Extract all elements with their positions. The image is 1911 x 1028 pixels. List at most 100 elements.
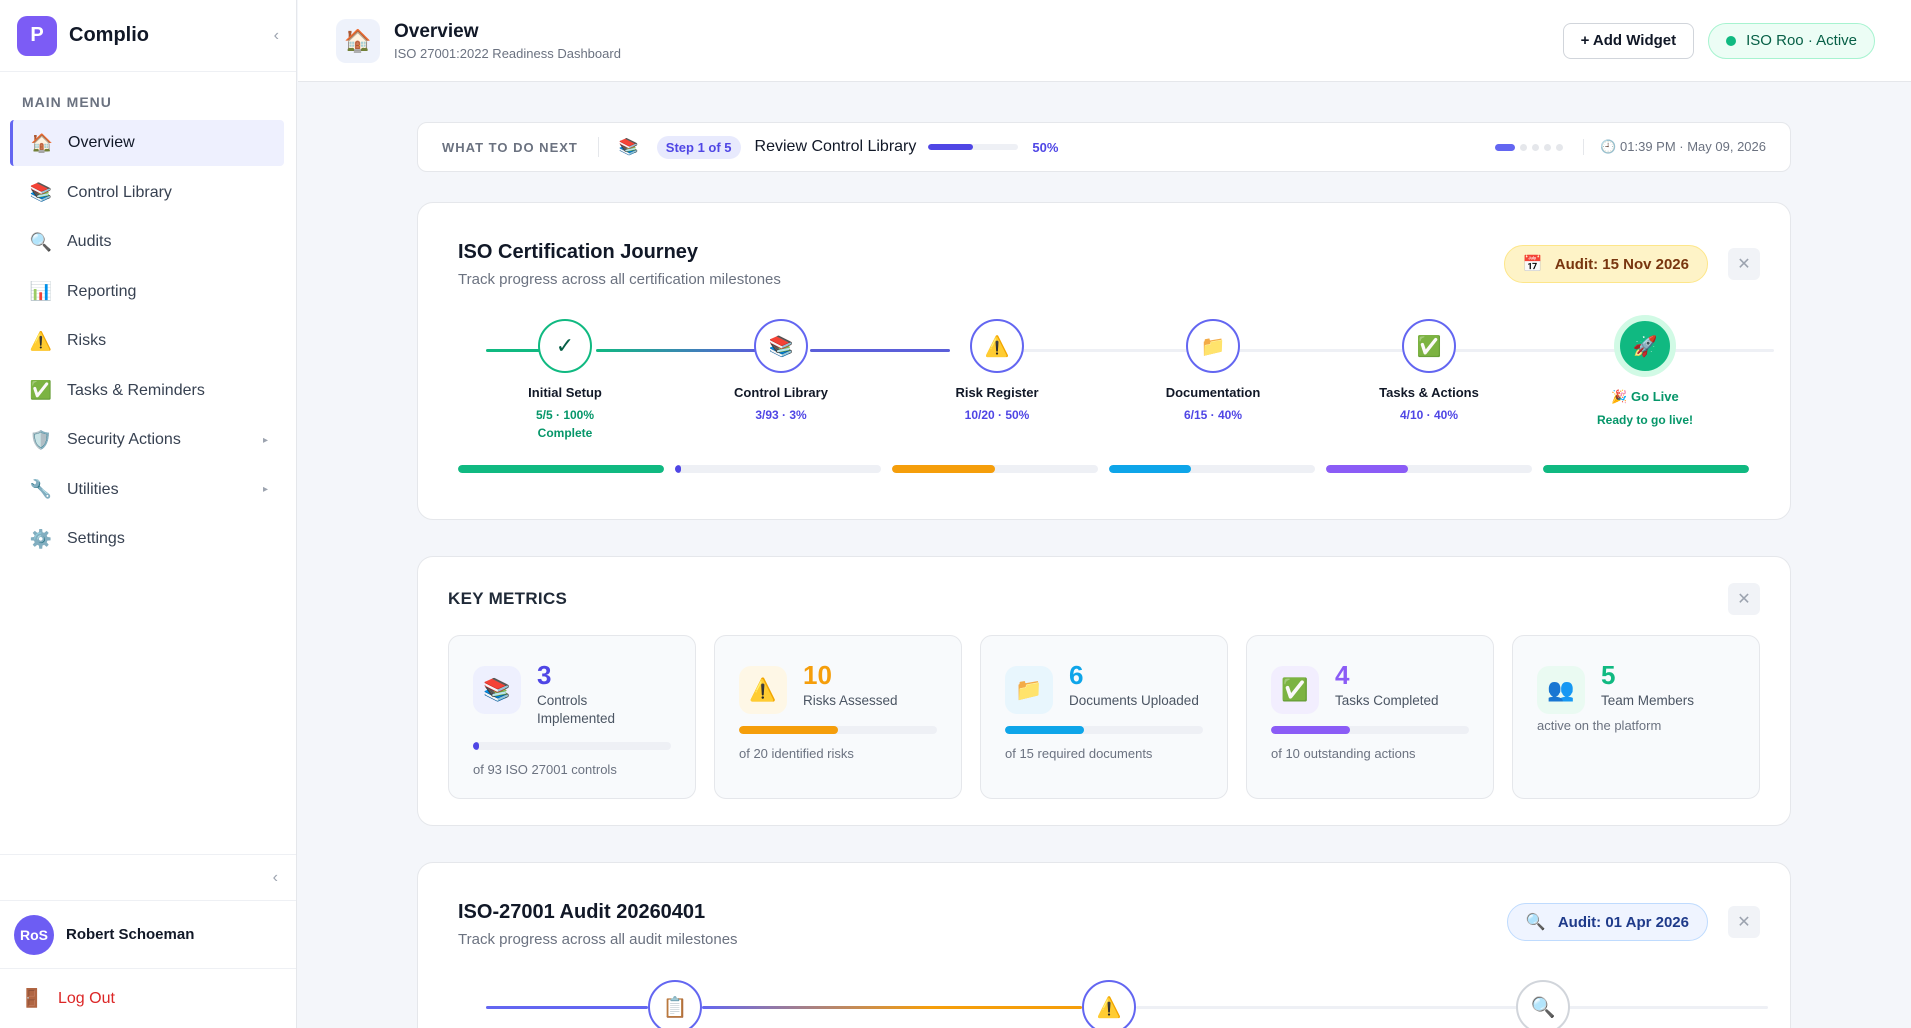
metric-value: 4 (1335, 660, 1350, 690)
team-icon: 👥 (1537, 666, 1585, 714)
sidebar-item-label: Overview (68, 134, 135, 151)
sidebar-item-overview[interactable]: 🏠 Overview (10, 120, 284, 166)
next-step-label: WHAT TO DO NEXT (442, 139, 578, 155)
metric-value: 6 (1069, 660, 1084, 690)
clipboard-icon[interactable]: 📋 (648, 980, 702, 1028)
audit-card-title: ISO-27001 Audit 20260401 (458, 901, 706, 923)
milestone-2[interactable]: 📚 Control Library 3/93 · 3% (673, 319, 889, 422)
user-profile[interactable]: RoS Robert Schoeman (0, 900, 296, 968)
brand: P Complio ‹ (0, 0, 296, 72)
checkbox-icon: ✅ (29, 380, 53, 400)
metric-progress-bar (1005, 726, 1203, 734)
milestone-6[interactable]: 🚀 🎉 Go Live Ready to go live! (1537, 315, 1753, 427)
milestone-progress-bar (675, 465, 881, 473)
metric-card[interactable]: ✅ 4 Tasks Completed of 10 outstanding actio… (1246, 635, 1494, 799)
metric-card[interactable]: 📚 3 Controls Implemented of 93 ISO 27001 co… (448, 635, 696, 799)
sidebar-item-label: Risks (67, 332, 107, 349)
step-dot[interactable] (1532, 143, 1540, 151)
magnifier-icon[interactable]: 🔍 (1516, 980, 1570, 1028)
milestone-3[interactable]: ⚠️ Risk Register 10/20 · 50% (889, 319, 1105, 422)
next-step-bar: WHAT TO DO NEXT 📚 Step 1 of 5 Review Con… (417, 122, 1791, 172)
milestone-progress-bar (892, 465, 1098, 473)
metric-progress-bar (1271, 726, 1469, 734)
metric-note: of 93 ISO 27001 controls (473, 762, 617, 777)
sidebar-item-risks[interactable]: ⚠️ Risks (10, 318, 284, 364)
sidebar-item-security-actions[interactable]: 🛡️ Security Actions ▸ (10, 417, 284, 463)
sidebar-item-settings[interactable]: ⚙️ Settings (10, 516, 284, 562)
milestone-name: Tasks & Actions (1379, 385, 1479, 400)
milestone-progress-bar (1543, 465, 1749, 473)
status-dot-icon (1726, 35, 1737, 46)
metric-card[interactable]: ⚠️ 10 Risks Assessed of 20 identified risks (714, 635, 962, 799)
logout-button[interactable]: 🚪 Log Out (0, 968, 296, 1028)
milestone-progress-bar (458, 465, 664, 473)
warning-icon: ⚠️ (29, 330, 53, 351)
milestone-1[interactable]: ✓ Initial Setup 5/5 · 100% Complete (457, 319, 673, 440)
close-journey-button[interactable]: ✕ (1728, 248, 1760, 280)
milestone-stat: 4/10 · 40% (1399, 408, 1459, 422)
milestone-name: Initial Setup (528, 385, 602, 400)
metrics-title: KEY METRICS (448, 589, 568, 608)
checkbox-icon: ✅ (1402, 319, 1456, 373)
page-subtitle: ISO 27001:2022 Readiness Dashboard (394, 45, 621, 61)
sidebar-item-label: Utilities (67, 480, 119, 498)
metric-card[interactable]: 📁 6 Documents Uploaded of 15 required docum… (980, 635, 1228, 799)
sidebar-item-tasks[interactable]: ✅ Tasks & Reminders (10, 368, 284, 414)
audit-progress-card: ISO-27001 Audit 20260401 Track progress … (417, 862, 1791, 1028)
metric-value: 5 (1601, 660, 1616, 690)
checkbox-icon: ✅ (1271, 666, 1319, 714)
metric-progress-bar (473, 742, 671, 750)
brand-logo: P (17, 15, 57, 56)
milestone-5[interactable]: ✅ Tasks & Actions 4/10 · 40% (1321, 319, 1537, 422)
key-metrics-card: KEY METRICS ✕ 📚 3 Controls Implemented of 9… (417, 556, 1791, 826)
close-metrics-button[interactable]: ✕ (1728, 583, 1760, 615)
collapse-sidebar-footer-icon[interactable]: ‹ (0, 854, 296, 900)
metric-label: Controls Implemented (537, 693, 616, 726)
next-step-progress (928, 144, 1019, 150)
next-step-percent: 50% (1032, 139, 1059, 155)
sidebar-item-control-library[interactable]: 📚 Control Library (10, 170, 284, 216)
sidebar-item-reporting[interactable]: 📊 Reporting (10, 269, 284, 315)
sidebar-item-audits[interactable]: 🔍 Audits (10, 219, 284, 265)
step-pager[interactable] (1495, 143, 1564, 151)
iso-status-label: ISO Roo · Active (1746, 32, 1857, 49)
calendar-icon: 📅 (1522, 256, 1543, 273)
milestone-stat: 3/93 · 3% (755, 408, 807, 422)
step-dot[interactable] (1544, 143, 1552, 151)
page-title: Overview (394, 20, 479, 42)
collapse-sidebar-icon[interactable]: ‹ (273, 26, 279, 44)
door-icon: 🚪 (20, 988, 44, 1008)
sidebar-item-utilities[interactable]: 🔧 Utilities ▸ (10, 467, 284, 513)
warning-icon[interactable]: ⚠️ (1082, 980, 1136, 1028)
milestone-progress-bar (1109, 465, 1315, 473)
metric-card[interactable]: 👥 5 Team Members active on the platform (1512, 635, 1760, 799)
wrench-icon: 🔧 (29, 479, 53, 499)
iso-status-badge[interactable]: ISO Roo · Active (1708, 22, 1875, 59)
books-icon: 📚 (473, 666, 521, 714)
next-step-link[interactable]: Review Control Library (754, 138, 917, 155)
close-audit-button[interactable]: ✕ (1728, 906, 1760, 938)
top-header: 🏠 Overview ISO 27001:2022 Readiness Dash… (298, 0, 1911, 82)
sidebar-item-label: Security Actions (67, 431, 181, 448)
folder-icon: 📁 (1186, 319, 1240, 373)
sidebar-item-label: Control Library (67, 183, 172, 201)
milestone-4[interactable]: 📁 Documentation 6/15 · 40% (1105, 319, 1321, 422)
warning-icon: ⚠️ (739, 666, 787, 714)
audit-date-badge[interactable]: 🔍 Audit: 01 Apr 2026 (1506, 903, 1708, 941)
metric-label: Risks Assessed (803, 693, 898, 708)
step-dot[interactable] (1520, 143, 1528, 151)
audit-date-badge[interactable]: 📅 Audit: 15 Nov 2026 (1503, 245, 1708, 283)
brand-name: Complio (69, 24, 149, 46)
clock-icon: 🕘 (1600, 139, 1617, 154)
metric-label: Documents Uploaded (1069, 693, 1199, 708)
step-dot[interactable] (1495, 143, 1516, 151)
avatar: RoS (14, 914, 54, 955)
milestone-progress-bar (1326, 465, 1532, 473)
metric-value: 10 (803, 660, 832, 690)
check-icon: ✓ (538, 319, 592, 373)
add-widget-button[interactable]: + Add Widget (1562, 22, 1695, 59)
metric-progress-bar (739, 726, 937, 734)
step-dot[interactable] (1556, 143, 1564, 151)
caret-right-icon: ▸ (262, 434, 268, 446)
certification-journey-card: ISO Certification Journey Track progress… (417, 202, 1791, 520)
